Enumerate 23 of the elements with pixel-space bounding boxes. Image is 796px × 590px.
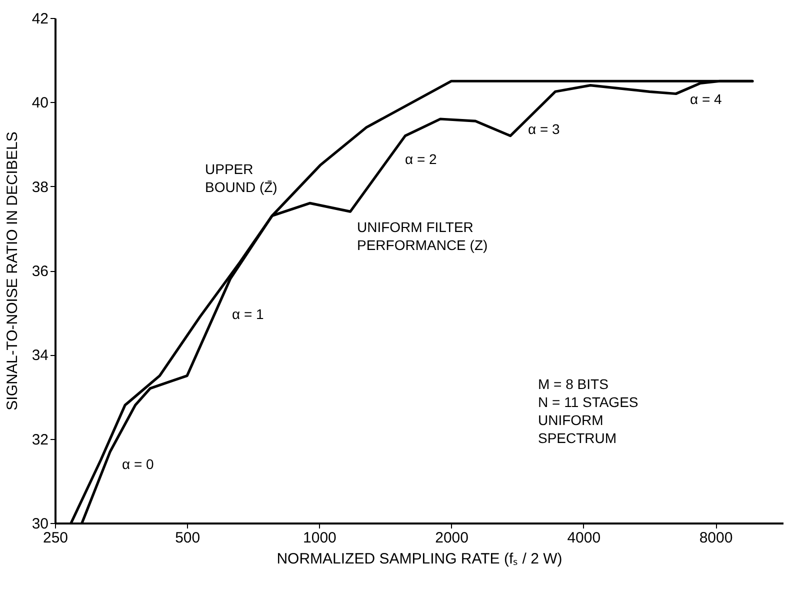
- y-tick-label: 42: [32, 10, 48, 28]
- y-axis-title: SIGNAL-TO-NOISE RATIO IN DECIBELS: [4, 132, 21, 410]
- x-tick-label: 250: [42, 530, 68, 546]
- annotation: α = 4: [690, 91, 722, 107]
- annotation: M = 8 BITS N = 11 STAGES UNIFORM SPECTRUM: [538, 376, 638, 446]
- x-tick-label: 4000: [567, 530, 601, 546]
- x-tick-label: 1000: [303, 530, 336, 546]
- x-axis-title: NORMALIZED SAMPLING RATE (fₛ / 2 W): [276, 550, 562, 568]
- annotation: α = 2: [405, 151, 438, 167]
- x-tick-label: 500: [175, 530, 200, 546]
- y-tick-label: 36: [32, 263, 48, 280]
- x-tick-label: 2000: [435, 530, 468, 546]
- y-tick-label: 32: [32, 431, 48, 448]
- x-tick-label: 8000: [699, 530, 733, 546]
- y-tick-label: 30: [32, 516, 48, 532]
- annotation: α = 1: [232, 306, 264, 322]
- annotation: α = 3: [528, 121, 560, 137]
- annotation: UNIFORM FILTER PERFORMANCE (Z): [357, 219, 488, 253]
- annotation: UPPER BOUND (Z̄): [205, 161, 278, 195]
- y-tick-label: 38: [32, 178, 48, 196]
- y-tick-label: 40: [32, 94, 48, 112]
- y-tick-label: 34: [32, 347, 48, 364]
- annotation: α = 0: [122, 456, 154, 472]
